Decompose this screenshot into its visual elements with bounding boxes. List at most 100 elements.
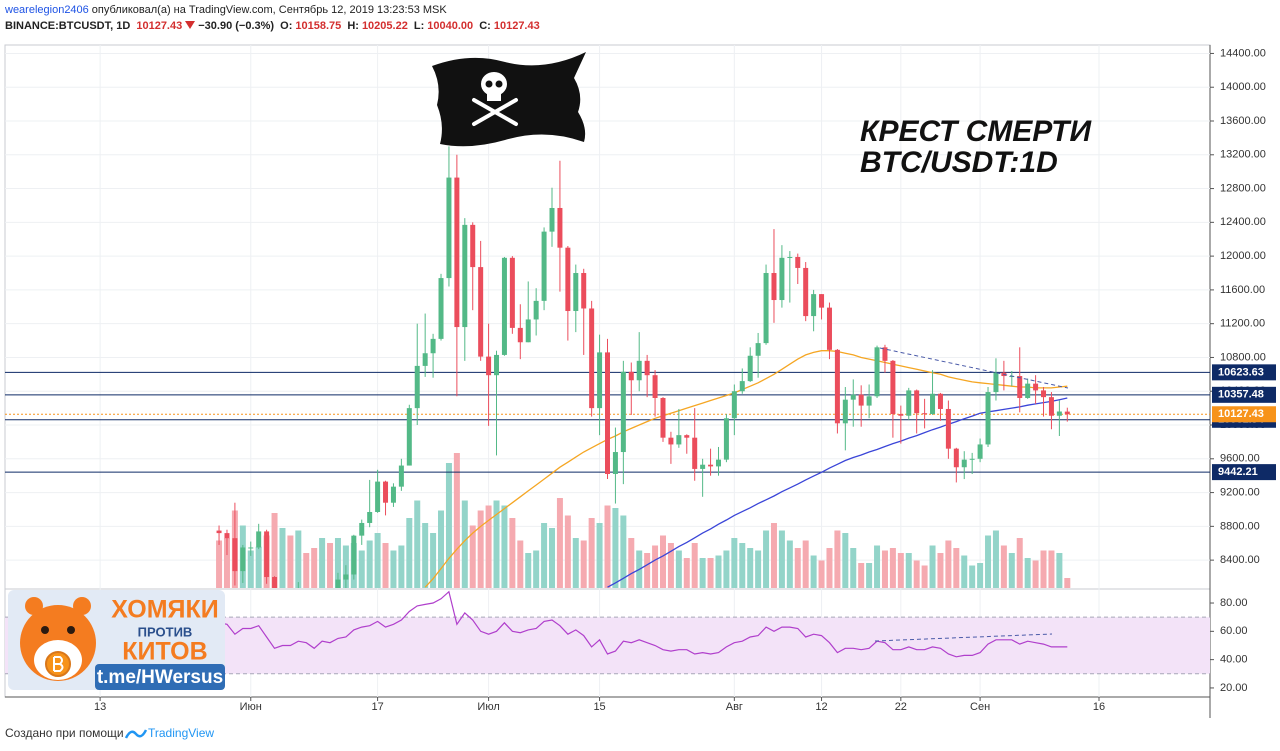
volume-bar	[699, 558, 706, 588]
candle-body	[668, 437, 674, 445]
volume-bar	[953, 548, 960, 588]
candle-body	[446, 177, 452, 279]
y-tick-label: 14400.00	[1220, 47, 1266, 59]
candle-body	[422, 353, 428, 366]
volume-bar	[247, 550, 254, 588]
candle-body	[731, 391, 737, 419]
volume-bar	[414, 500, 421, 588]
candle-body	[462, 224, 468, 328]
x-tick-label: Авг	[726, 701, 743, 713]
price-level-tag	[1212, 386, 1276, 403]
candle-body	[866, 396, 872, 406]
candle-body	[676, 435, 682, 445]
volume-bar	[1064, 578, 1071, 588]
volume-bar	[493, 500, 500, 588]
volume-bar	[580, 540, 587, 588]
candle-body	[232, 538, 238, 572]
candle-body	[573, 273, 579, 312]
candle-body	[930, 393, 936, 415]
candle-body	[486, 356, 492, 376]
volume-bar	[477, 510, 484, 588]
ohlc-key: O:	[280, 20, 293, 32]
last-price: 10127.43	[136, 20, 183, 32]
volume-bar	[929, 545, 936, 588]
volume-bar	[937, 553, 944, 588]
volume-bar	[549, 528, 556, 588]
footer-text: Создано при помощи	[5, 726, 124, 740]
volume-bar	[461, 500, 468, 588]
volume-bar	[921, 565, 928, 588]
volume-bar	[279, 528, 286, 588]
author[interactable]: wearelegion2406	[5, 4, 89, 16]
candle-body	[549, 207, 555, 232]
header-line: wearelegion2406 опубликовал(а) на Trading…	[5, 4, 450, 16]
volume-bar	[556, 498, 563, 588]
candle-body	[359, 522, 365, 536]
x-tick-label: 22	[895, 701, 907, 713]
rsi-tick-label: 20.00	[1220, 682, 1248, 694]
candle-body	[351, 535, 357, 575]
volume-bar	[327, 543, 334, 588]
volume-bar	[834, 530, 841, 588]
volume-bar	[667, 543, 674, 588]
candle-body	[390, 486, 396, 503]
candle-body	[414, 365, 420, 409]
volume-bar	[311, 548, 318, 588]
volume-bar	[763, 530, 770, 588]
volume-bar	[794, 548, 801, 588]
trend-line	[874, 633, 1053, 642]
volume-bar	[659, 535, 666, 588]
candle-body	[882, 347, 888, 361]
volume-bar	[1056, 553, 1063, 588]
candle-body	[763, 273, 769, 344]
candle-body	[1064, 411, 1070, 415]
candle-body	[597, 352, 603, 409]
volume-bar	[1040, 550, 1047, 588]
price-level-tag	[1212, 364, 1276, 381]
ohlc-key: C:	[479, 20, 491, 32]
volume-bar	[572, 538, 579, 588]
volume-bar	[858, 563, 865, 588]
x-tick-label: 15	[593, 701, 605, 713]
volume-bar	[485, 505, 492, 588]
logo-text: ПРОТИВ	[138, 624, 193, 639]
candle-body	[541, 231, 547, 301]
volume-bar	[628, 538, 635, 588]
candle-body	[224, 533, 230, 539]
ohlc-value: 10158.75	[295, 20, 342, 32]
candle-body	[747, 355, 753, 382]
volume-bar	[501, 505, 508, 588]
volume-bar	[596, 523, 603, 588]
candle-body	[771, 273, 777, 301]
volume-bar	[533, 550, 540, 588]
candle-body	[1041, 390, 1047, 398]
change: −30.90 (−0.3%)	[198, 20, 275, 32]
volume-bar	[810, 555, 817, 588]
pirate-flag	[432, 52, 586, 147]
header-line: BINANCE:BTCUSDT, 1D 10127.43 −30.90 (−0.3…	[5, 20, 543, 32]
candle-body	[660, 397, 666, 438]
volume-bar	[723, 550, 730, 588]
volume-bar	[374, 533, 381, 588]
price-level-label: 10623.63	[1218, 366, 1264, 378]
volume-bar	[216, 540, 223, 588]
volume-bar	[453, 453, 460, 588]
volume-bar	[818, 560, 825, 588]
volume-bar	[905, 553, 912, 588]
volume-bar	[445, 463, 452, 588]
footer-brand[interactable]: TradingView	[148, 726, 214, 740]
candle-body	[937, 393, 943, 409]
moving-average	[607, 397, 1068, 588]
candle-body	[343, 574, 349, 580]
candle-body	[755, 343, 761, 356]
x-tick-label: 12	[815, 701, 827, 713]
volume-bar	[620, 515, 627, 588]
volume-bar	[287, 535, 294, 588]
candle-body	[985, 392, 991, 445]
volume-bar	[223, 538, 230, 588]
y-tick-label: 9200.00	[1220, 486, 1260, 498]
volume-bar	[786, 540, 793, 588]
volume-bar	[731, 538, 738, 588]
candle-body	[494, 354, 500, 376]
candle-body	[890, 360, 896, 415]
